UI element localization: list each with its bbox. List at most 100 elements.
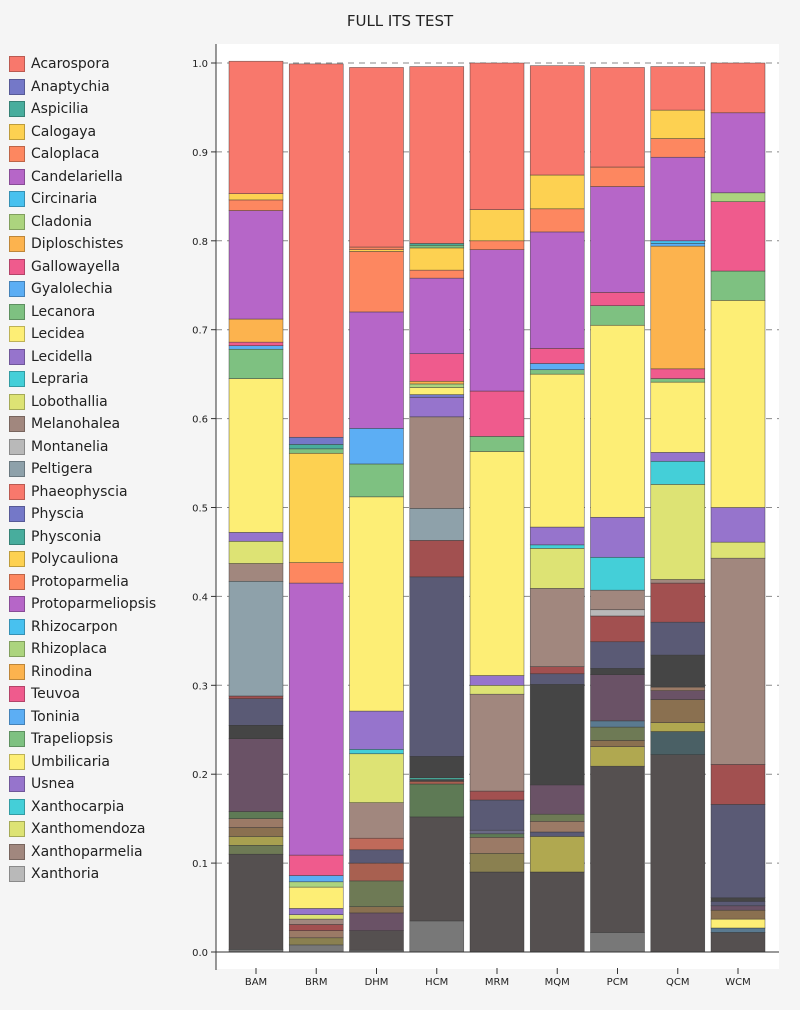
x-tick-label: HCM: [425, 977, 448, 988]
bar-segment: [288, 444, 344, 450]
legend-label: Gallowayella: [31, 258, 121, 275]
bar-segment: [590, 324, 645, 518]
y-tick-label: 0.2: [192, 770, 208, 781]
legend-label: Lecidella: [31, 348, 93, 365]
bar-segment: [529, 348, 585, 364]
legend-swatch: [9, 483, 25, 500]
bar-stack-pcm: [590, 67, 645, 953]
legend-item: Lobothallia: [9, 391, 189, 414]
legend-label: Rhizocarpon: [31, 618, 118, 635]
bar-segment: [349, 906, 404, 914]
bar-segment: [650, 156, 706, 242]
bar-segment: [349, 753, 404, 803]
legend-swatch: [9, 663, 25, 680]
bar-segment: [349, 710, 404, 750]
bar-segment: [349, 749, 404, 755]
legend-swatch: [9, 281, 25, 298]
bar-segment: [228, 725, 284, 739]
y-tick-label: 0.3: [192, 681, 208, 692]
bar-segment: [529, 526, 585, 546]
legend-label: Protoparmelia: [31, 573, 129, 590]
legend-swatch: [9, 438, 25, 455]
x-tick-label: MQM: [545, 977, 570, 988]
bar-segment: [650, 452, 706, 462]
legend-label: Xanthomendoza: [31, 821, 146, 838]
bar-segment: [650, 484, 706, 580]
legend-item: Caloplaca: [9, 143, 189, 166]
axes: 0.0 0.1 0.2 0.3 0.4 0.5 0.6 0.7 0.8 0.9 1.0 BAM BRM D…: [192, 44, 779, 988]
bar-segment: [469, 853, 525, 873]
legend-item: Anaptychia: [9, 76, 189, 99]
legend-swatch: [9, 596, 25, 613]
legend-item: Umbilicaria: [9, 751, 189, 774]
bar-segment: [529, 588, 585, 667]
legend-label: Cladonia: [31, 213, 93, 230]
bar-segment: [228, 199, 284, 211]
bar-segment: [349, 849, 404, 864]
bar-segment: [228, 580, 284, 697]
legend-item: Protoparmeliopsis: [9, 593, 189, 616]
bar-stack-mqm: [529, 65, 585, 953]
legend: Acarospora Anaptychia Aspicilia Calogaya Cal…: [9, 53, 189, 886]
y-tick-label: 0.4: [192, 592, 208, 603]
bar-segment: [529, 363, 585, 371]
bar-segment: [228, 563, 284, 582]
bar-segment: [529, 673, 585, 685]
bar-segment: [710, 897, 766, 902]
legend-item: Rinodina: [9, 661, 189, 684]
legend-swatch: [9, 213, 25, 230]
y-tick-label: 0.9: [192, 148, 208, 159]
legend-swatch: [9, 78, 25, 95]
bar-segment: [349, 802, 404, 839]
bar-segment: [409, 816, 465, 922]
bar-segment: [710, 507, 766, 543]
x-tick-label: PCM: [607, 977, 629, 988]
bar-segment: [409, 576, 465, 757]
bar-segment: [529, 821, 585, 833]
bar-segment: [590, 720, 645, 728]
legend-label: Peltigera: [31, 461, 93, 478]
bar-segment: [529, 208, 585, 233]
legend-swatch: [9, 303, 25, 320]
bar-segment: [529, 369, 585, 375]
bar-segment: [349, 862, 404, 882]
legend-label: Xanthoparmelia: [31, 843, 143, 860]
legend-item: Usnea: [9, 773, 189, 796]
bar-segment: [288, 914, 344, 920]
bar-segment: [228, 811, 284, 819]
legend-item: Lecidea: [9, 323, 189, 346]
legend-item: Candelariella: [9, 166, 189, 189]
legend-swatch: [9, 56, 25, 73]
bar-segment: [228, 378, 284, 533]
bar-segment: [529, 544, 585, 549]
bar-segment: [228, 853, 284, 950]
legend-label: Montanelia: [31, 438, 109, 455]
legend-item: Cladonia: [9, 211, 189, 234]
bars: [228, 60, 766, 953]
bar-segment: [469, 675, 525, 686]
legend-swatch: [9, 708, 25, 725]
legend-label: Umbilicaria: [31, 753, 110, 770]
bar-segment: [650, 240, 706, 244]
bar-segment: [590, 740, 645, 747]
bar-segment: [529, 666, 585, 675]
legend-item: Melanohalea: [9, 413, 189, 436]
bar-segment: [590, 932, 645, 953]
legend-item: Xanthomendoza: [9, 818, 189, 841]
bar-segment: [469, 833, 525, 838]
bar-segment: [650, 582, 706, 623]
bar-segment: [650, 245, 706, 370]
bar-segment: [409, 66, 465, 244]
legend-item: Rhizocarpon: [9, 616, 189, 639]
legend-swatch: [9, 821, 25, 838]
bar-segment: [409, 756, 465, 779]
bar-segment: [228, 827, 284, 837]
legend-label: Xanthocarpia: [31, 798, 125, 815]
bar-segment: [409, 277, 465, 355]
bar-segment: [228, 532, 284, 542]
bar-segment: [288, 448, 344, 454]
bar-segment: [228, 210, 284, 320]
bar-segment: [409, 380, 465, 385]
legend-swatch: [9, 618, 25, 635]
legend-label: Toninia: [31, 708, 80, 725]
